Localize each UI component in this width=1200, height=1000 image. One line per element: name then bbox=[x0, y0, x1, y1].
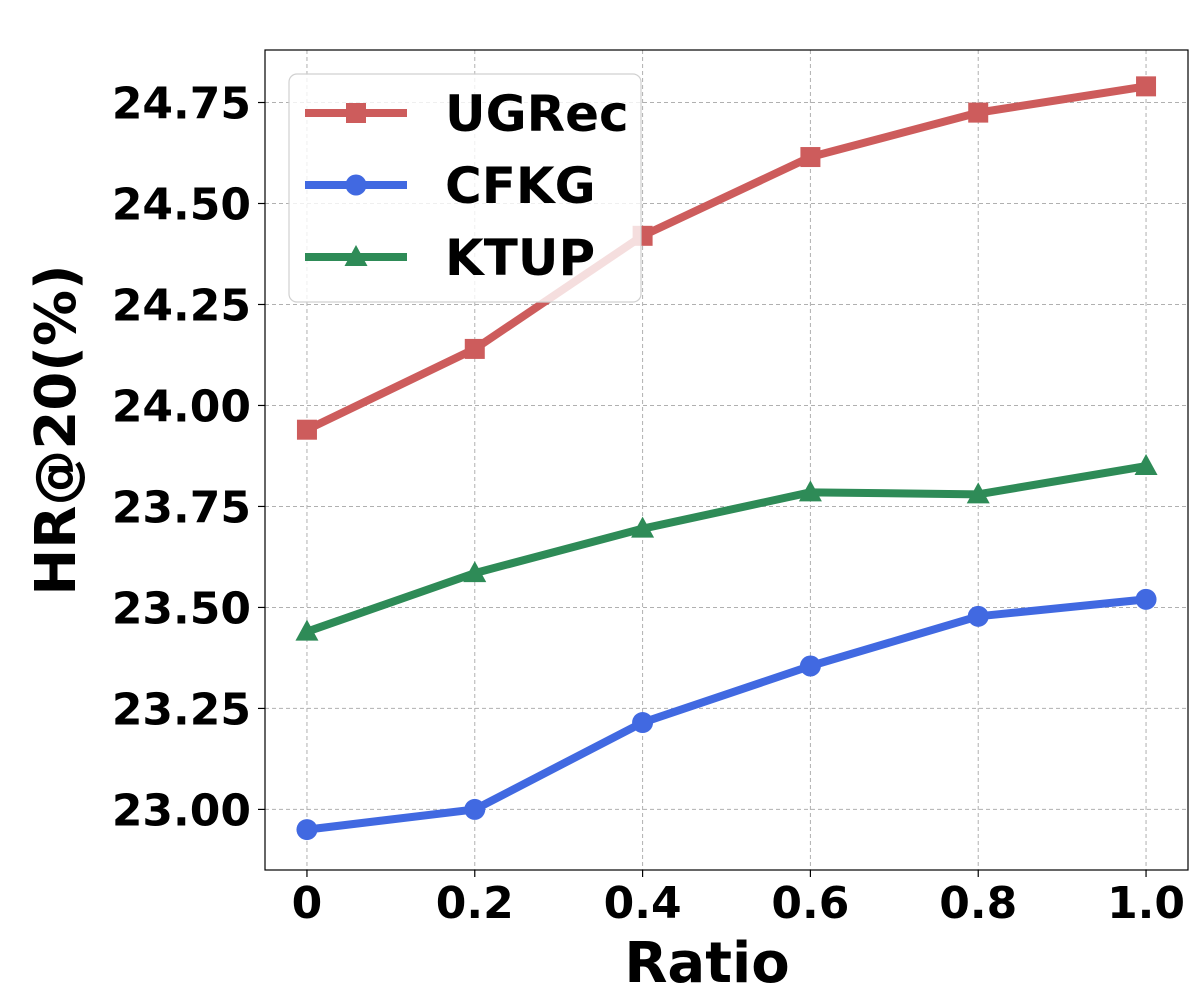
legend: UGRec CFKG KTUP bbox=[288, 73, 642, 303]
data-point-cfkg bbox=[967, 605, 989, 627]
data-point-cfkg bbox=[1135, 588, 1157, 610]
data-point-cfkg bbox=[296, 819, 318, 841]
series-layer bbox=[295, 76, 1158, 841]
data-point-ktup bbox=[798, 480, 822, 502]
legend-label: CFKG bbox=[445, 157, 596, 215]
x-axis-label: Ratio bbox=[624, 931, 789, 996]
x-tick-label: 0.6 bbox=[771, 878, 849, 929]
y-tick-label: 24.75 bbox=[112, 79, 251, 130]
data-point-ktup bbox=[966, 482, 990, 504]
data-point-ktup bbox=[295, 619, 319, 641]
x-axis-ticks: 0 0.2 0.4 0.6 0.8 1.0 bbox=[292, 870, 1185, 929]
legend-label: KTUP bbox=[445, 229, 595, 287]
y-tick-label: 24.50 bbox=[112, 179, 251, 230]
legend-item-ktup: KTUP bbox=[305, 229, 595, 287]
data-point-ktup bbox=[463, 561, 487, 583]
data-point-cfkg bbox=[632, 712, 654, 734]
y-axis-label: HR@20(%) bbox=[24, 264, 89, 595]
legend-marker bbox=[345, 174, 367, 196]
data-point-ugrec bbox=[296, 419, 317, 440]
data-point-ugrec bbox=[464, 338, 485, 359]
legend-items: UGRec CFKG KTUP bbox=[305, 85, 629, 287]
x-tick-label: 0 bbox=[292, 878, 323, 929]
legend-marker bbox=[346, 103, 366, 123]
data-point-ktup bbox=[631, 516, 655, 538]
data-point-ugrec bbox=[800, 147, 821, 168]
legend-label: UGRec bbox=[445, 85, 629, 143]
y-tick-label: 23.25 bbox=[112, 684, 251, 735]
x-tick-label: 0.8 bbox=[939, 878, 1017, 929]
series-line-ugrec bbox=[302, 82, 1151, 434]
y-tick-label: 23.00 bbox=[112, 785, 251, 836]
series-ktup bbox=[295, 454, 1158, 641]
x-tick-label: 0.2 bbox=[436, 878, 514, 929]
series-line-ktup bbox=[302, 462, 1151, 636]
x-tick-label: 1.0 bbox=[1107, 878, 1185, 929]
y-tick-label: 23.50 bbox=[112, 583, 251, 634]
series-line-cfkg bbox=[302, 595, 1151, 834]
legend-item-cfkg: CFKG bbox=[305, 157, 596, 215]
y-tick-label: 24.00 bbox=[112, 381, 251, 432]
x-tick-label: 0.4 bbox=[604, 878, 682, 929]
plot-frame bbox=[264, 49, 1189, 871]
legend-box bbox=[288, 73, 642, 303]
data-point-ugrec bbox=[1136, 76, 1157, 97]
y-tick-label: 23.75 bbox=[112, 482, 251, 533]
y-axis-ticks: 23.00 23.25 23.50 23.75 24.00 24.25 24.50 24.75 bbox=[112, 79, 265, 836]
data-point-ugrec bbox=[968, 102, 989, 123]
data-point-cfkg bbox=[464, 798, 486, 820]
data-point-ktup bbox=[1134, 454, 1158, 476]
series-cfkg bbox=[296, 588, 1157, 841]
legend-marker bbox=[344, 245, 368, 266]
y-tick-label: 24.25 bbox=[112, 280, 251, 331]
series-ugrec bbox=[296, 76, 1157, 440]
legend-item-ugrec: UGRec bbox=[305, 85, 629, 143]
data-point-cfkg bbox=[799, 655, 821, 677]
